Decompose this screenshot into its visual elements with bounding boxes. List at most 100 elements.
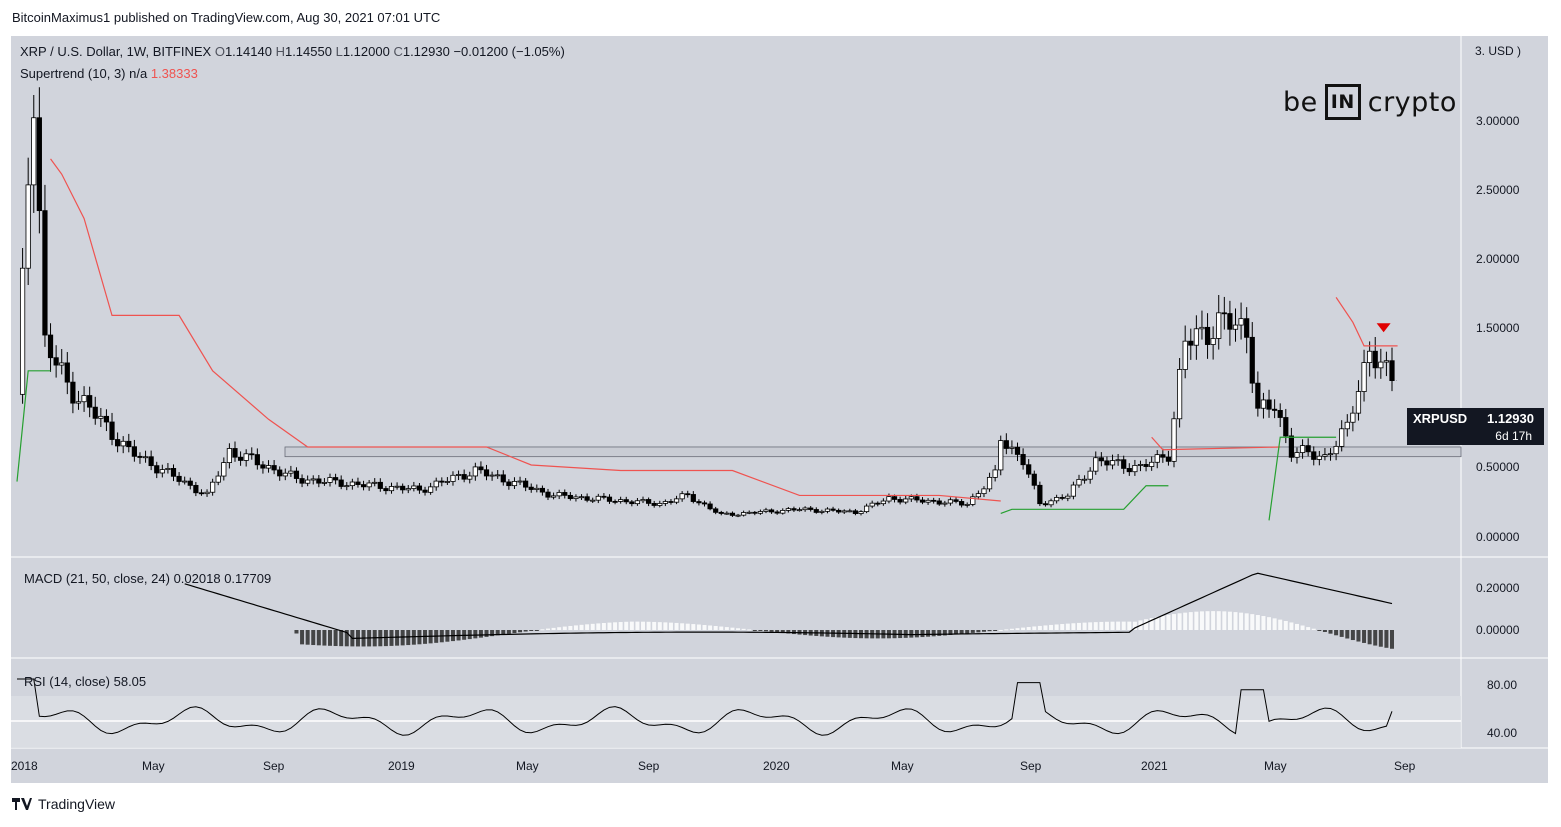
x-tick-label: 2018 (11, 759, 38, 773)
macd-histogram-bar (1127, 621, 1132, 630)
macd-histogram-bar (1205, 611, 1210, 630)
symbol-title[interactable]: XRP / U.S. Dollar, 1W, BITFINEX (20, 44, 212, 59)
macd-histogram-bar (635, 621, 640, 630)
candle-body (226, 448, 232, 463)
candle-body (165, 468, 171, 470)
candle-body (942, 502, 948, 505)
macd-histogram-bar (1384, 630, 1389, 648)
candle-body (1126, 468, 1132, 473)
x-tick-label: 2019 (388, 759, 415, 773)
candle-body (288, 470, 294, 474)
macd-histogram-bar (1362, 630, 1367, 643)
y-tick-label: 2.50000 (1476, 183, 1520, 197)
macd-histogram-bar (1239, 612, 1244, 630)
candle-body (813, 509, 819, 513)
close-value: 1.12930 (402, 44, 450, 59)
candle-body (400, 485, 406, 491)
candle-body (841, 510, 847, 513)
candle-body (1389, 360, 1395, 381)
candle-body (1339, 428, 1345, 447)
macd-histogram-bar (736, 628, 741, 630)
candle-body (847, 510, 853, 513)
macd-histogram-bar (920, 630, 925, 638)
currency-label[interactable]: 3. USD ) (1475, 44, 1522, 58)
macd-histogram-bar (948, 630, 953, 636)
macd-histogram-bar (1227, 611, 1232, 630)
candle-body (567, 494, 573, 500)
candle-body (254, 454, 260, 466)
candle-body (634, 500, 641, 505)
candle-body (210, 481, 216, 493)
candle-body (623, 499, 629, 503)
macd-histogram-bar (389, 630, 394, 646)
candle-body (1288, 435, 1294, 458)
candle-body (612, 500, 618, 503)
macd-histogram-bar (1211, 611, 1216, 630)
rsi-value: 58.05 (113, 674, 147, 689)
macd-histogram-bar (1272, 618, 1277, 630)
candle-body (578, 496, 585, 499)
candle-body (757, 511, 763, 514)
candle-body (1104, 460, 1110, 466)
price-tag-value: 1.12930 (1487, 411, 1534, 426)
high-label: H (275, 44, 285, 59)
candle-body (1344, 421, 1350, 430)
rsi-legend[interactable]: RSI (14, close) 58.05 (24, 674, 146, 689)
candle-body (1350, 412, 1356, 423)
macd-histogram-bar (1160, 615, 1165, 630)
candle-body (1299, 445, 1306, 453)
macd-histogram-bar (696, 624, 701, 630)
macd-histogram-bar (294, 630, 299, 634)
candle-body (1177, 369, 1183, 420)
candle-body (221, 462, 227, 477)
candle-body (260, 464, 266, 469)
candle-body (1031, 473, 1037, 486)
candle-body (293, 470, 300, 479)
candle-body (562, 492, 568, 496)
tradingview-footer[interactable]: TradingView (12, 796, 115, 812)
macd-histogram-bar (1390, 630, 1394, 649)
candle-body (1121, 459, 1127, 469)
macd-histogram-bar (1121, 621, 1126, 630)
macd-histogram-bar (641, 621, 646, 630)
macd-histogram-bar (1278, 619, 1283, 630)
macd-histogram-bar (1322, 630, 1327, 632)
candle-body (237, 456, 244, 461)
supertrend-legend[interactable]: Supertrend (10, 3) n/a 1.38333 (20, 66, 198, 81)
candle-body (467, 475, 473, 480)
x-tick-label: May (1264, 759, 1287, 773)
macd-histogram-bar (1216, 611, 1221, 630)
candle-body (1054, 497, 1060, 502)
x-tick-label: May (516, 759, 539, 773)
macd-histogram-bar (300, 630, 305, 645)
macd-line (184, 572, 1393, 640)
candle-body (310, 478, 316, 481)
candle-body (377, 481, 383, 489)
macd-y-tick: 0.00000 (1476, 623, 1520, 637)
candle-body (1266, 399, 1272, 410)
macd-histogram-bar (585, 624, 590, 630)
macd-histogram-bar (937, 630, 942, 636)
x-tick-label: May (891, 759, 914, 773)
macd-histogram-bar (545, 628, 550, 630)
candle-body (1154, 454, 1160, 463)
macd-histogram-bar (534, 630, 539, 631)
candle-body (70, 381, 76, 404)
candle-body (1042, 503, 1049, 506)
candle-body (685, 493, 691, 496)
macd-histogram-bar (674, 622, 679, 630)
rsi-y-tick: 40.00 (1487, 726, 1518, 740)
x-tick-label: Sep (1394, 759, 1416, 773)
macd-histogram-bar (613, 622, 618, 630)
candle-body (478, 466, 484, 471)
candle-body (64, 362, 70, 383)
candle-body (863, 505, 870, 513)
macd-histogram-bar (328, 630, 333, 646)
macd-legend[interactable]: MACD (21, 50, close, 24) 0.02018 0.17709 (24, 571, 271, 586)
macd-histogram-bar (1088, 622, 1093, 630)
candle-body (517, 480, 523, 483)
candle-body (998, 440, 1004, 471)
candle-body (662, 501, 668, 504)
candle-body (305, 479, 311, 484)
candle-body (1137, 464, 1144, 466)
